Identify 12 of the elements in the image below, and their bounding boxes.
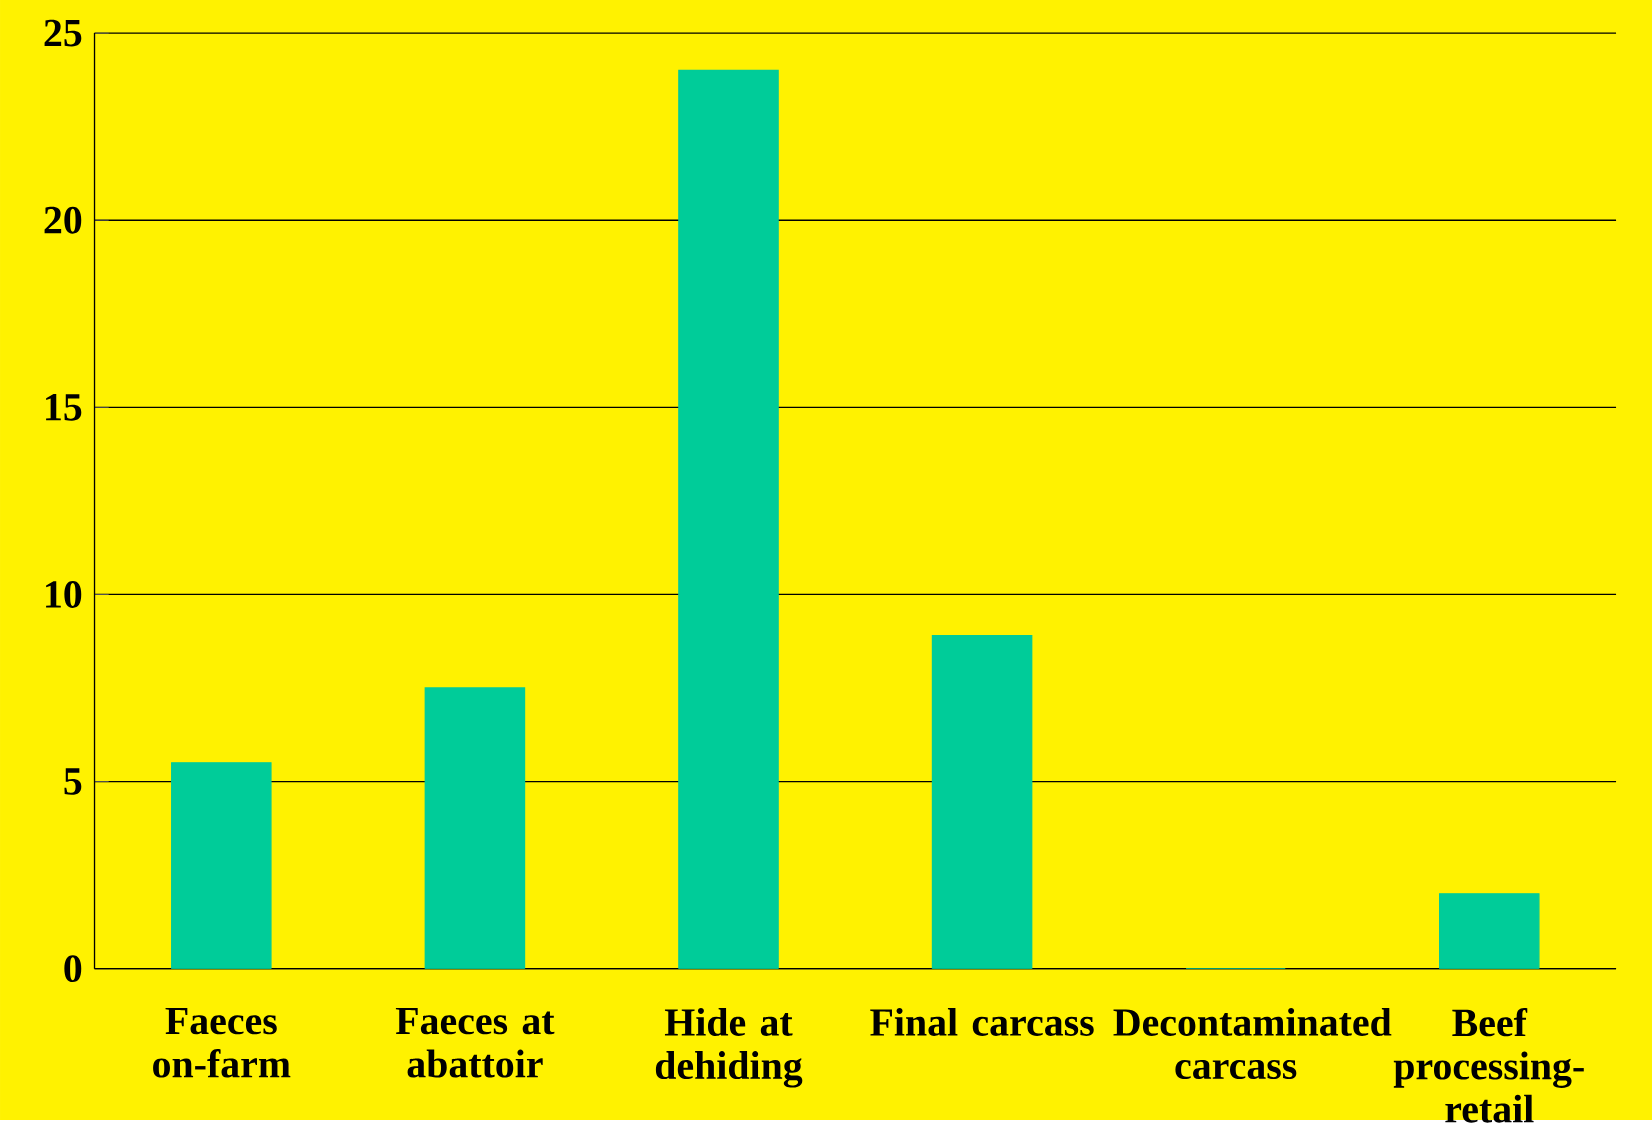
y-tick-label: 0 — [64, 955, 82, 983]
x-tick-label: Final carcass — [870, 1008, 1094, 1037]
y-tick-label: 5 — [64, 768, 82, 795]
x-tick-label: Faeces at abattoir — [395, 1008, 555, 1078]
x-tick-label: Decontaminated carcass — [1113, 1008, 1392, 1080]
x-tick-label: Faeces on-farm — [153, 1008, 291, 1078]
x-tick-label: Beef processing-retail — [1393, 1007, 1584, 1123]
y-tick-label: 15 — [46, 394, 82, 421]
y-tick-label: 10 — [46, 581, 82, 608]
y-tick-label: 25 — [44, 19, 82, 47]
x-tick-label: Hide at dehiding — [655, 1008, 803, 1088]
y-tick-label: 20 — [44, 206, 82, 234]
